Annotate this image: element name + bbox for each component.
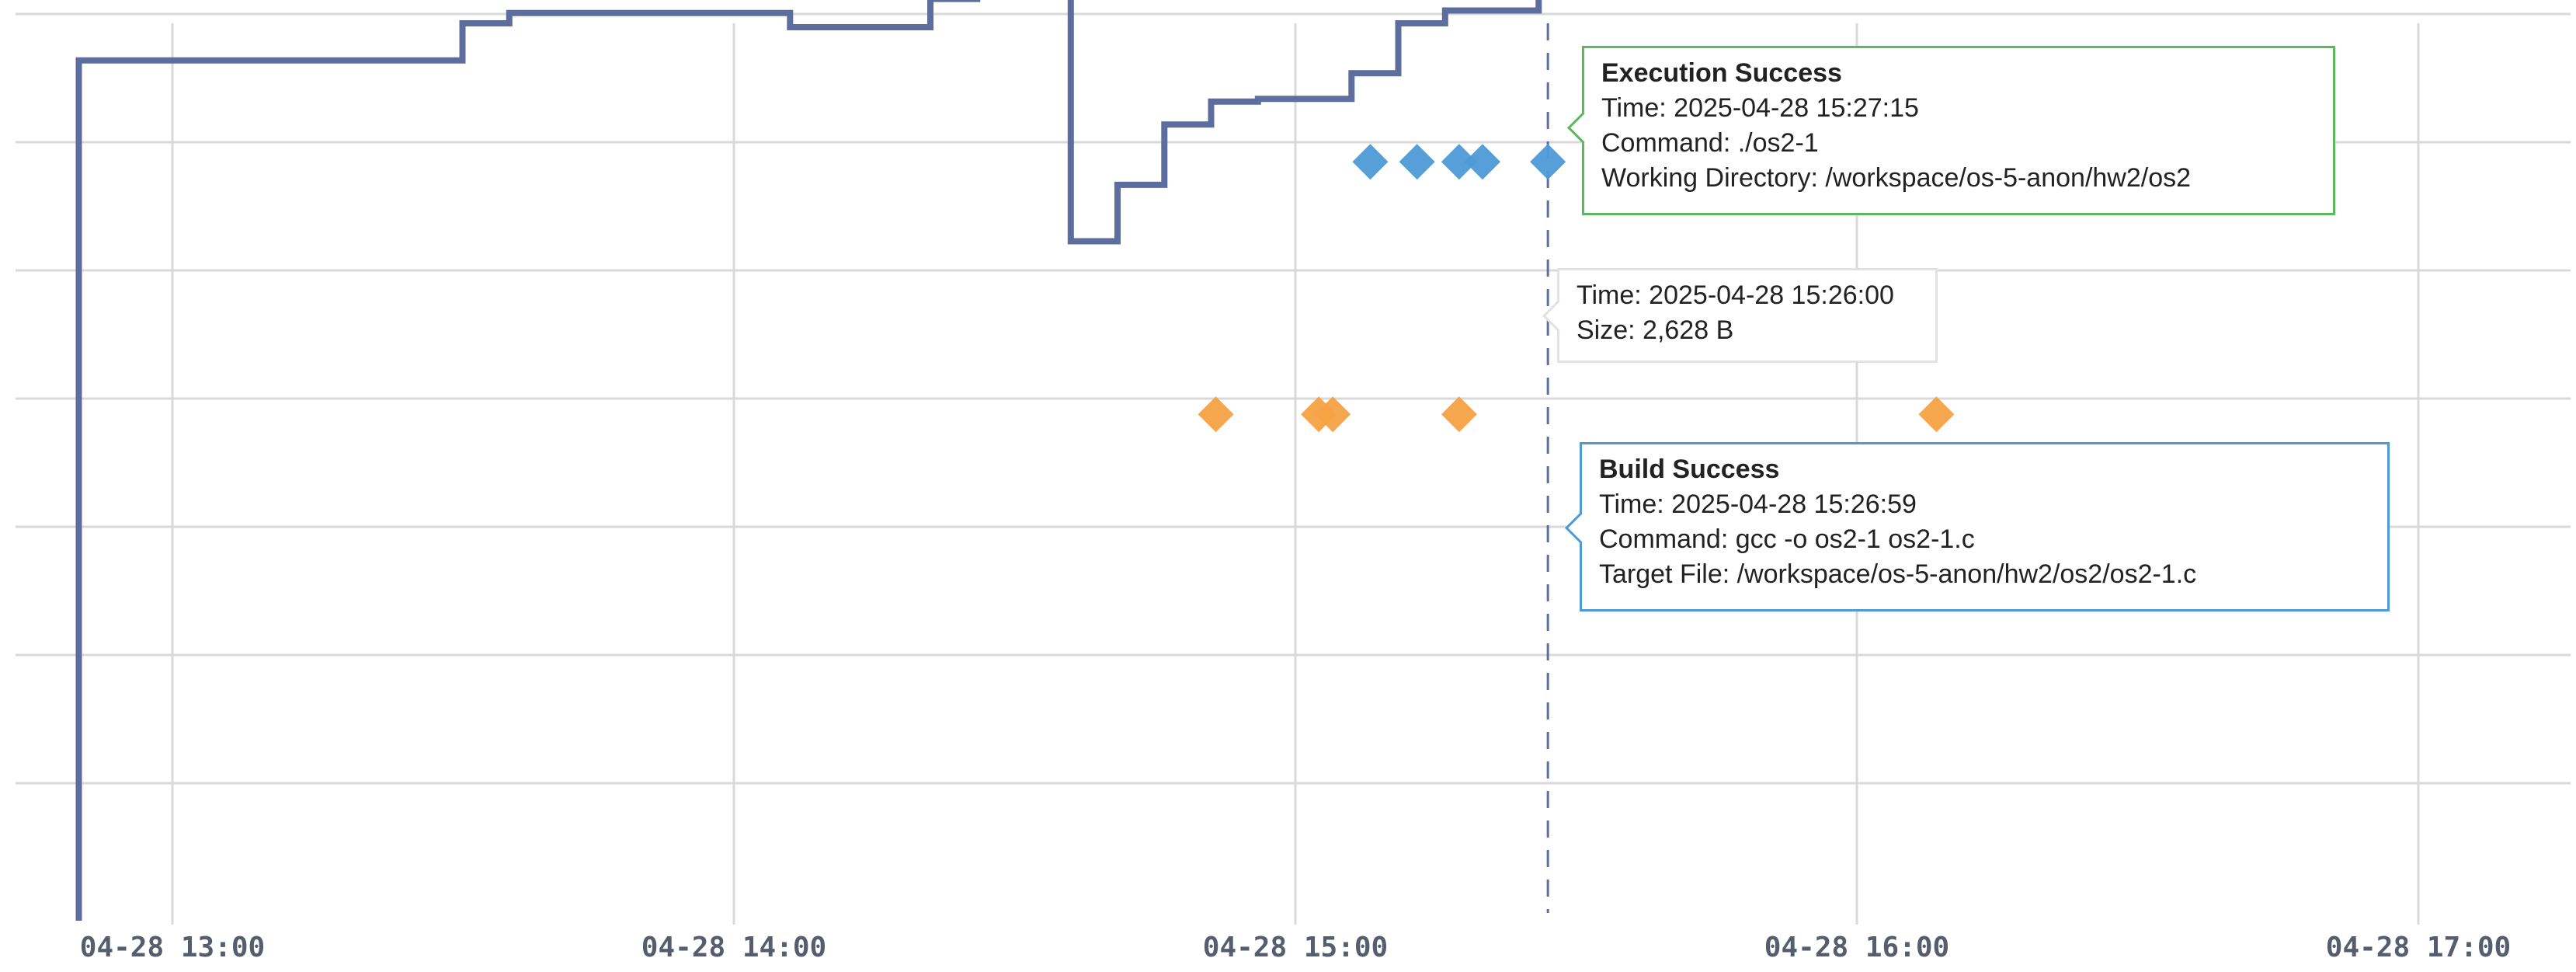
build-event-marker[interactable] [1399, 144, 1435, 180]
other-event-marker[interactable] [1441, 396, 1477, 433]
x-tick-label: 04-28 15:00 [1203, 932, 1388, 963]
build-tooltip-command: Command: gcc -o os2-1 os2-1.c [1599, 524, 1975, 554]
x-tick-label: 04-28 14:00 [641, 932, 826, 963]
x-tick-label: 04-28 17:00 [2326, 932, 2511, 963]
build-event-marker[interactable] [1530, 144, 1566, 180]
file-size-line [75, 0, 1542, 921]
build-event-marker[interactable] [1352, 144, 1389, 180]
execution-tooltip-working-dir: Working Directory: /workspace/os-5-anon/… [1601, 163, 2192, 193]
x-axis-ticks: 04-28 13:00 04-28 14:00 04-28 15:00 04-28 1… [80, 932, 2511, 963]
build-event-marker[interactable] [1465, 144, 1500, 180]
execution-tooltip: Execution Success Time: 2025-04-28 15:27… [1582, 46, 2335, 215]
other-event-marker[interactable] [1315, 396, 1351, 433]
x-tick-label: 04-28 16:00 [1764, 932, 1949, 963]
other-event-marker[interactable] [1918, 396, 1955, 433]
other-event-marker[interactable] [1198, 396, 1234, 433]
execution-tooltip-time: Time: 2025-04-28 15:27:15 [1601, 93, 1919, 123]
event-markers[interactable] [1198, 0, 1955, 433]
execution-tooltip-command: Command: ./os2-1 [1601, 128, 1819, 158]
build-tooltip-title: Build Success [1599, 455, 1780, 484]
build-tooltip: Build Success Time: 2025-04-28 15:26:59 … [1580, 442, 2390, 611]
build-tooltip-time: Time: 2025-04-28 15:26:59 [1599, 489, 1917, 519]
file-size-series [75, 0, 1542, 921]
size-tooltip-time: Time: 2025-04-28 15:26:00 [1577, 280, 1894, 310]
size-tooltip: Time: 2025-04-28 15:26:00 Size: 2,628 B [1557, 268, 1938, 363]
size-tooltip-size: Size: 2,628 B [1577, 315, 1734, 345]
x-tick-label: 04-28 13:00 [80, 932, 265, 963]
execution-tooltip-title: Execution Success [1601, 58, 1842, 88]
build-event-marker[interactable] [1441, 144, 1477, 180]
build-tooltip-target: Target File: /workspace/os-5-anon/hw2/os… [1599, 559, 2197, 589]
